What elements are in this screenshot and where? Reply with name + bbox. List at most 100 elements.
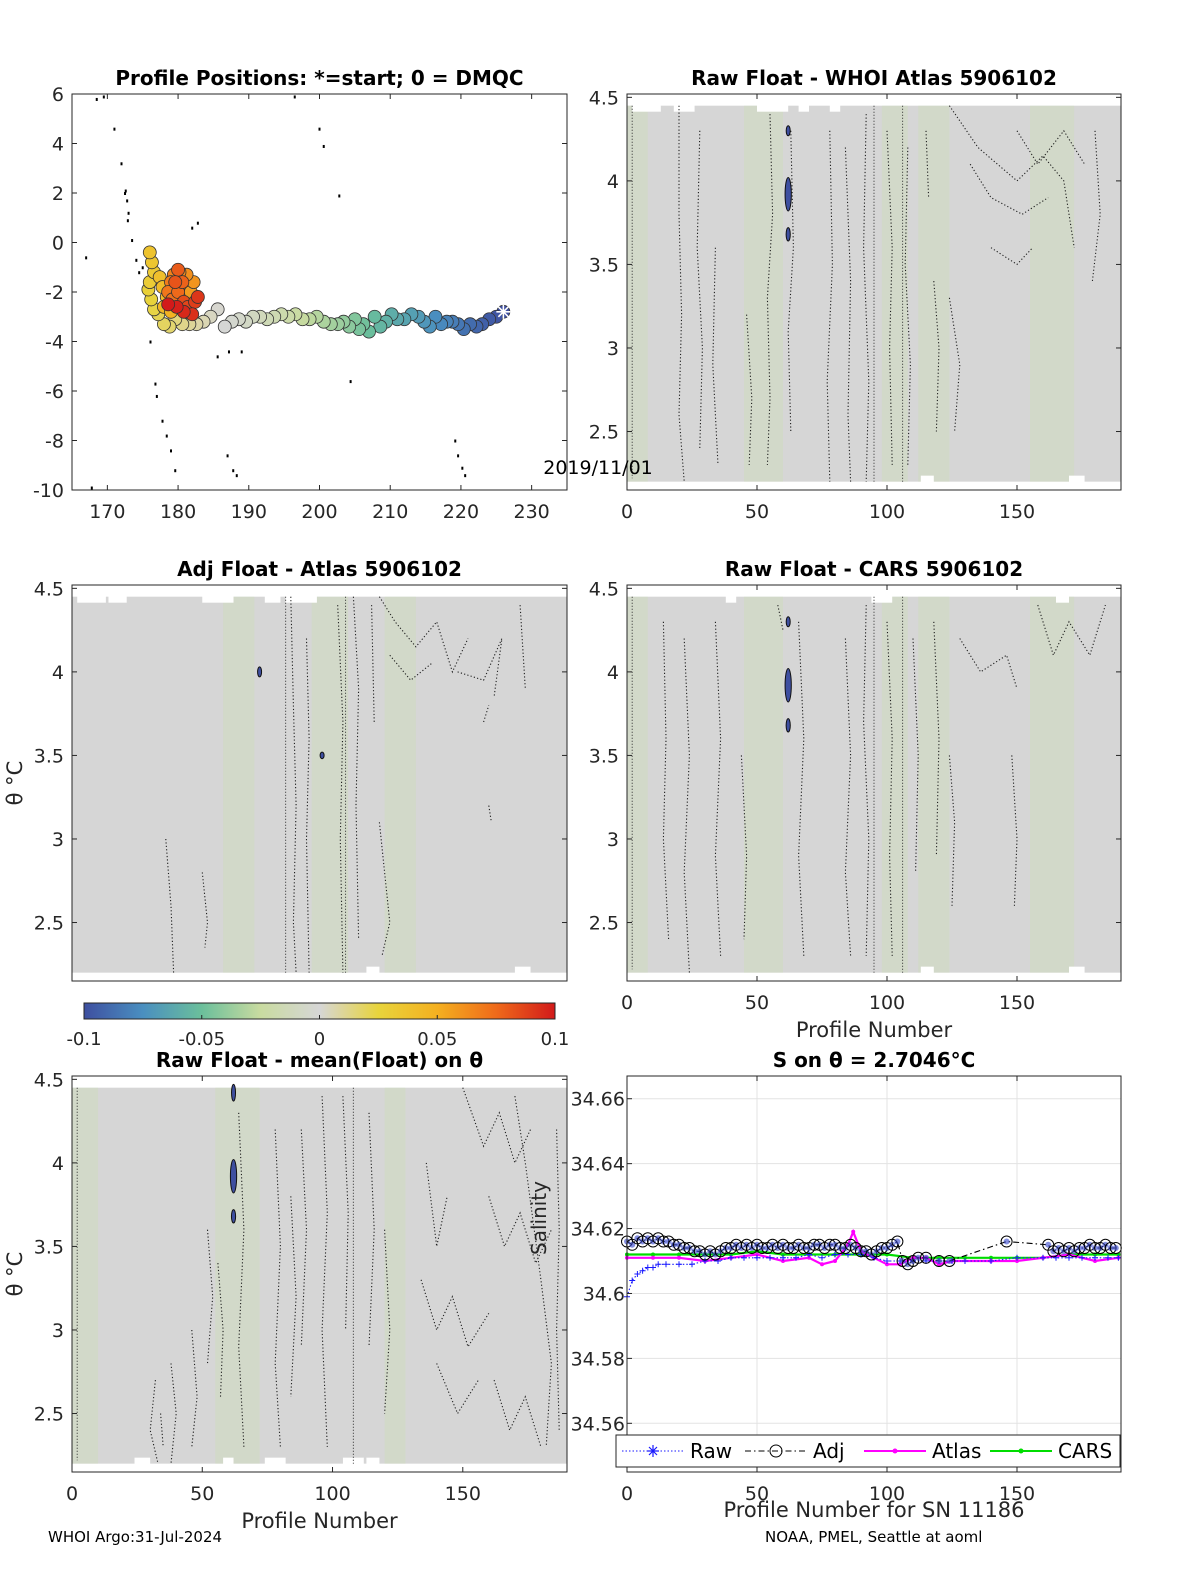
missing-data bbox=[342, 1457, 364, 1472]
data-point-adj-fill bbox=[821, 1245, 828, 1252]
x-tick-label: 200 bbox=[301, 501, 337, 523]
profile-position bbox=[168, 275, 183, 290]
contour-line bbox=[990, 247, 1034, 266]
contour-line bbox=[462, 1087, 531, 1165]
anomaly-blob bbox=[784, 668, 792, 703]
missing-data bbox=[108, 585, 127, 603]
contour-line bbox=[160, 1413, 164, 1447]
anomaly-band bbox=[1030, 105, 1075, 482]
colorbar-tick-label: -0.1 bbox=[66, 1029, 101, 1050]
data-point-atlas bbox=[885, 1262, 889, 1267]
anomaly-field bbox=[72, 1087, 567, 1464]
coast-dot bbox=[464, 474, 467, 478]
data-point-raw bbox=[1040, 1254, 1046, 1261]
data-point-adj-fill bbox=[832, 1241, 838, 1248]
data-point-adj-fill bbox=[904, 1261, 911, 1268]
contour-line bbox=[483, 705, 490, 723]
coast-dot bbox=[216, 355, 219, 359]
y-tick-label: -4 bbox=[45, 332, 64, 354]
data-point-raw bbox=[819, 1254, 825, 1261]
data-point-raw bbox=[806, 1251, 812, 1258]
data-point-adj-fill bbox=[644, 1235, 651, 1242]
plot-area bbox=[627, 1076, 1121, 1472]
contour-line bbox=[457, 638, 503, 697]
anomaly-band bbox=[744, 596, 783, 973]
y-tick-label: 34.58 bbox=[571, 1348, 625, 1370]
data-point-raw bbox=[1092, 1254, 1098, 1261]
data-point-adj-fill bbox=[842, 1245, 849, 1252]
coast-dot bbox=[191, 226, 194, 230]
data-point-adj-fill bbox=[717, 1248, 724, 1255]
y-tick-label: -6 bbox=[45, 381, 64, 403]
anomaly-band bbox=[918, 105, 950, 482]
data-point-adj-fill bbox=[696, 1248, 703, 1255]
x-tick-label: 0 bbox=[621, 992, 633, 1014]
contour-line bbox=[420, 1279, 490, 1349]
colorbar-tick-label: -0.05 bbox=[178, 1029, 225, 1050]
data-point-adj-fill bbox=[1060, 1248, 1067, 1255]
data-point-adj-fill bbox=[743, 1241, 750, 1248]
data-point-raw bbox=[962, 1258, 968, 1265]
data-point-adj-fill bbox=[1066, 1245, 1072, 1252]
missing-data bbox=[514, 966, 531, 981]
coast-dot bbox=[235, 474, 238, 478]
contour-line bbox=[886, 130, 893, 465]
legend-marker-raw bbox=[647, 1445, 659, 1457]
series-line-raw bbox=[626, 1253, 1119, 1297]
profile-position bbox=[367, 309, 382, 324]
anomaly-band bbox=[881, 596, 908, 973]
missing-data bbox=[285, 585, 317, 603]
x-tick-label: 150 bbox=[999, 992, 1035, 1014]
coast-dot bbox=[126, 199, 129, 203]
data-point-raw bbox=[1066, 1254, 1072, 1261]
x-axis-label: Profile Number bbox=[796, 1018, 953, 1042]
anomaly-band bbox=[1030, 596, 1075, 973]
date-annotation: 2019/11/01 bbox=[543, 457, 653, 479]
y-tick-label: 4.5 bbox=[589, 578, 619, 600]
anomaly-band bbox=[627, 105, 648, 482]
data-point-adj-fill bbox=[946, 1258, 953, 1265]
anomaly-blob bbox=[230, 1209, 237, 1224]
data-point-adj-fill bbox=[748, 1245, 755, 1252]
anomaly-blob bbox=[785, 616, 791, 628]
contour-line bbox=[321, 1096, 328, 1447]
y-tick-label: 3.5 bbox=[589, 745, 619, 767]
anomaly-band bbox=[918, 596, 950, 973]
data-point-cars bbox=[963, 1255, 967, 1260]
data-point-adj-fill bbox=[863, 1248, 870, 1255]
data-point-raw bbox=[1079, 1254, 1085, 1261]
contour-line bbox=[488, 1196, 552, 1265]
coast-dot bbox=[161, 419, 164, 423]
x-tick-label: 100 bbox=[869, 1483, 905, 1505]
missing-data bbox=[366, 966, 380, 981]
data-point-raw bbox=[676, 1261, 682, 1268]
contour-line bbox=[290, 1196, 297, 1397]
data-point-adj-fill bbox=[1003, 1238, 1010, 1245]
profile-position bbox=[171, 262, 185, 277]
data-point-raw bbox=[741, 1254, 747, 1261]
data-point-raw bbox=[1014, 1254, 1020, 1261]
coast-dot bbox=[322, 144, 325, 148]
contour-line bbox=[925, 130, 930, 198]
data-point-atlas bbox=[781, 1259, 785, 1264]
coast-dot bbox=[127, 211, 130, 215]
contour-line bbox=[274, 1129, 281, 1447]
contour-line bbox=[798, 621, 805, 956]
contour-line bbox=[378, 822, 391, 957]
contour-line bbox=[863, 605, 870, 956]
x-tick-label: 0 bbox=[621, 1483, 633, 1505]
coast-dot bbox=[461, 466, 464, 470]
coast-dot bbox=[226, 454, 229, 458]
y-tick-label: -10 bbox=[33, 480, 64, 502]
data-point-adj-fill bbox=[1097, 1245, 1104, 1252]
contour-line bbox=[436, 1363, 479, 1415]
coast-dot bbox=[227, 350, 230, 354]
x-tick-label: 220 bbox=[443, 501, 479, 523]
data-point-raw bbox=[650, 1264, 656, 1271]
start-marker-ray bbox=[497, 306, 509, 318]
x-tick-label: 190 bbox=[231, 501, 267, 523]
data-point-adj-fill bbox=[733, 1241, 740, 1248]
data-point-adj-fill bbox=[780, 1241, 786, 1248]
data-point-adj-fill bbox=[1055, 1245, 1062, 1252]
